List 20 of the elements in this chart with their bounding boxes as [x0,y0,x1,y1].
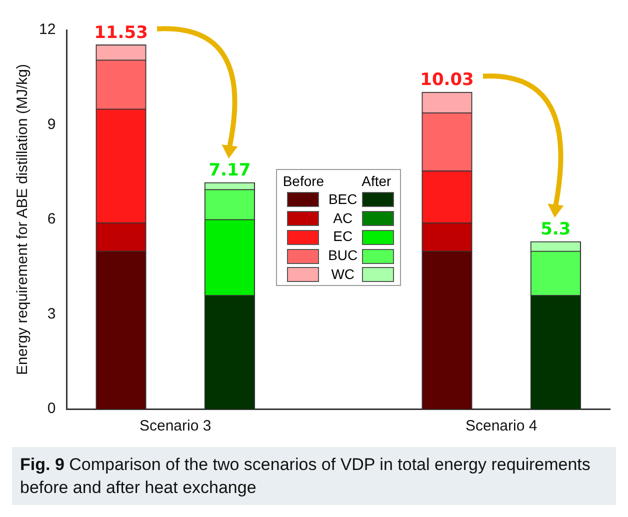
y-axis-title: Energy requirement for ABE distillation (MJ/kg) [14,64,32,375]
legend-label: BEC [327,190,358,208]
total-label: 10.03 [420,70,474,90]
legend-label: EC [332,227,354,246]
total-label: 7.17 [208,160,251,180]
y-tick-label: 3 [47,305,56,322]
y-tick-label: 12 [38,21,56,38]
legend-label: BUC [327,246,359,265]
total-label: 5.3 [540,220,571,240]
caption: Fig. 9 Comparison of the two scenarios of VDP in total energy requirements before and after heat exchange [20,454,592,499]
x-tick-label: Scenario 4 [465,418,538,435]
annotation: After [360,172,392,190]
y-tick-label: 0 [47,400,56,418]
legend-label: AC [332,208,354,228]
annotation: Before [282,172,326,190]
total-label: 11.53 [94,22,148,43]
y-tick-label: 9 [47,116,56,133]
legend-label: WC [330,265,356,284]
y-tick-label: 6 [47,210,56,228]
x-tick-label: Scenario 3 [139,418,212,435]
